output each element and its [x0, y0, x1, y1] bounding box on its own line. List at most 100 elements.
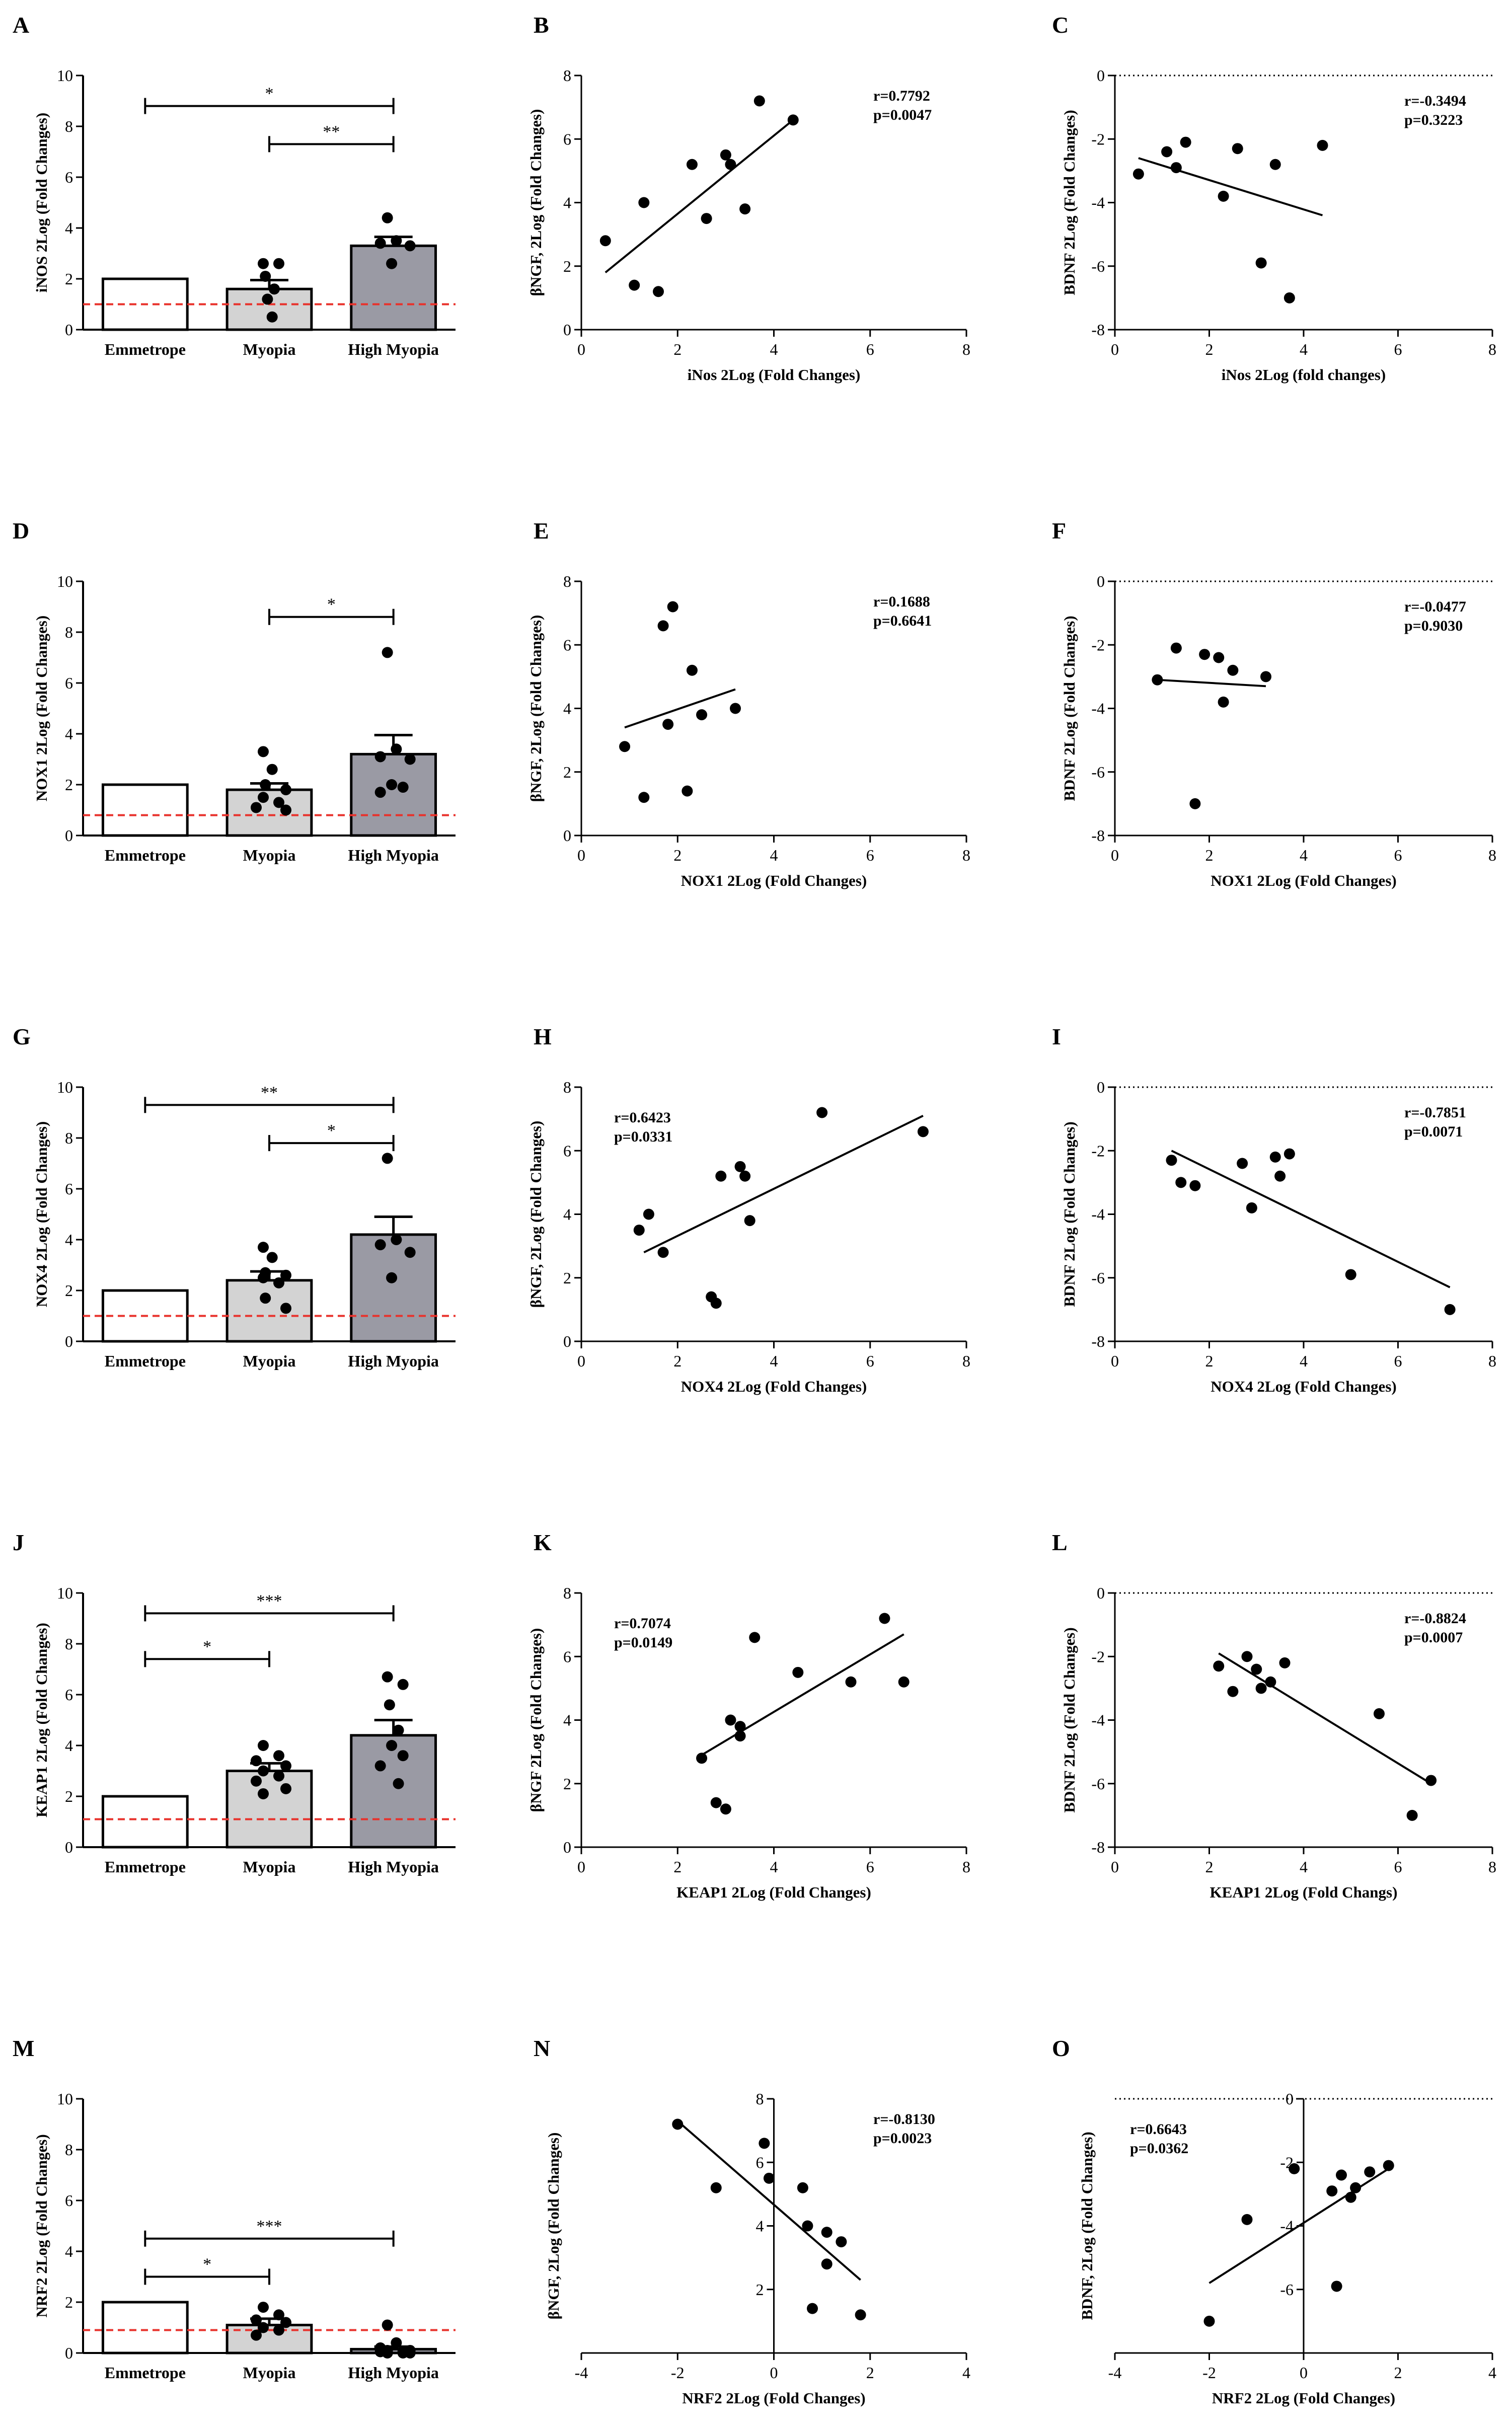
y-tick-label: 10	[57, 572, 73, 590]
data-point	[1251, 1663, 1262, 1675]
category-label: Myopia	[243, 1858, 296, 1876]
category-label: Emmetrope	[105, 2364, 186, 2382]
data-point	[1213, 652, 1225, 663]
x-tick-label: 0	[577, 846, 585, 864]
r-value: r=-0.7851	[1404, 1104, 1466, 1121]
y-tick-label: 0	[563, 321, 571, 339]
data-point	[1425, 1775, 1437, 1786]
r-value: r=-0.3494	[1404, 93, 1466, 109]
y-axis-title: BDNF 2Log (Fold Changes)	[1061, 1627, 1078, 1812]
x-tick-label: 0	[770, 2364, 778, 2382]
data-point	[251, 2314, 262, 2326]
y-tick-label: -6	[1091, 257, 1105, 275]
data-point	[260, 779, 271, 790]
p-value: p=0.0023	[873, 2130, 932, 2147]
data-point	[1283, 1148, 1295, 1160]
data-point	[802, 2220, 813, 2232]
data-point	[633, 1225, 645, 1236]
data-point	[258, 1788, 269, 1799]
significance-label: *	[265, 85, 274, 103]
data-point	[1350, 2182, 1362, 2193]
data-point	[1269, 1151, 1281, 1163]
data-point	[725, 1714, 736, 1726]
category-label: Emmetrope	[105, 846, 186, 864]
y-tick-label: -8	[1091, 321, 1105, 339]
data-point	[273, 1277, 284, 1288]
x-axis-title: NOX4 2Log (Fold Changes)	[1211, 1378, 1396, 1395]
data-point	[266, 311, 278, 323]
regression-line	[1157, 678, 1266, 688]
x-tick-label: 4	[1488, 2364, 1496, 2382]
data-point	[1331, 2281, 1342, 2292]
panel-letter: F	[1052, 518, 1066, 544]
data-point	[1255, 1683, 1267, 1694]
y-tick-label: 2	[563, 1775, 571, 1793]
data-point	[251, 1775, 262, 1787]
panel-letter: E	[534, 518, 549, 544]
bar-3	[350, 752, 437, 837]
y-axis-title: NOX1 2Log (Fold Changes)	[33, 616, 50, 801]
y-tick-label: -2	[1091, 1142, 1105, 1160]
r-value: r=-0.8130	[873, 2111, 935, 2128]
bar-1	[101, 1795, 189, 1849]
data-point	[280, 1760, 291, 1772]
category-label: Myopia	[243, 340, 296, 358]
data-point	[1189, 1180, 1201, 1191]
y-tick-label: 8	[65, 117, 73, 135]
data-point	[1241, 1651, 1253, 1662]
data-point	[629, 279, 640, 291]
data-point	[391, 235, 402, 247]
scatter-chart-K: 0 2 4 6 8 0 2 4 6 8 KEAP1 2Log (Fold Changes) βNGF …	[527, 1584, 970, 1901]
data-point	[1213, 1660, 1225, 1672]
data-point	[734, 1730, 746, 1742]
bar-chart-G: 0 2 4 6 8 10 NOX4 2Log (Fold Changes) Emmetrope…	[33, 1078, 456, 1370]
data-point	[1199, 649, 1211, 660]
x-tick-label: 4	[1300, 1352, 1308, 1370]
category-label: High Myopia	[348, 846, 438, 864]
x-tick-label: 0	[577, 1858, 585, 1876]
data-point	[710, 1298, 722, 1309]
x-axis-title: NOX4 2Log (Fold Changes)	[681, 1378, 867, 1395]
p-value: p=0.0149	[614, 1634, 672, 1651]
significance-label: **	[261, 1083, 278, 1102]
x-tick-label: 2	[673, 1858, 682, 1876]
r-value: r=-0.0477	[1404, 598, 1466, 615]
x-tick-label: 6	[866, 1858, 874, 1876]
x-axis-title: NOX1 2Log (Fold Changes)	[681, 872, 867, 889]
panel-letter: D	[13, 518, 29, 544]
data-point	[701, 213, 712, 224]
y-axis-title: βNGF 2Log (Fold Changes)	[527, 1628, 545, 1812]
y-tick-label: -4	[1091, 1205, 1105, 1224]
y-tick-label: 0	[65, 1332, 73, 1350]
data-point	[273, 1750, 284, 1762]
data-point	[1170, 642, 1182, 654]
y-tick-label: 4	[65, 2242, 73, 2260]
x-tick-label: 6	[866, 340, 874, 358]
data-point	[682, 785, 693, 797]
x-tick-label: 6	[1394, 1858, 1402, 1876]
y-tick-label: 4	[563, 194, 571, 212]
x-tick-label: 2	[673, 340, 682, 358]
data-point	[404, 753, 416, 765]
x-tick-label: 4	[1300, 846, 1308, 864]
y-axis-title: βNGF, 2Log (Fold Changes)	[545, 2133, 562, 2320]
r-value: r=-0.8824	[1404, 1610, 1466, 1627]
data-point	[619, 741, 631, 752]
y-tick-label: 4	[563, 1711, 571, 1729]
data-point	[821, 2258, 833, 2270]
y-axis-title: iNOS 2Log (Fold Changes)	[33, 113, 50, 292]
scatter-chart-E: 0 2 4 6 8 0 2 4 6 8 NOX1 2Log (Fold Changes) βNGF, …	[527, 572, 970, 889]
p-value: p=0.9030	[1404, 618, 1463, 634]
y-tick-label: 2	[563, 257, 571, 275]
x-tick-label: 8	[962, 1858, 970, 1876]
data-point	[1269, 159, 1281, 170]
y-tick-label: 2	[65, 1281, 73, 1300]
data-point	[763, 2172, 775, 2184]
x-tick-label: 8	[1488, 1352, 1496, 1370]
x-tick-label: 2	[673, 1352, 682, 1370]
data-point	[672, 2118, 684, 2130]
y-tick-label: 4	[563, 700, 571, 718]
data-point	[643, 1208, 654, 1220]
data-point	[845, 1676, 857, 1688]
